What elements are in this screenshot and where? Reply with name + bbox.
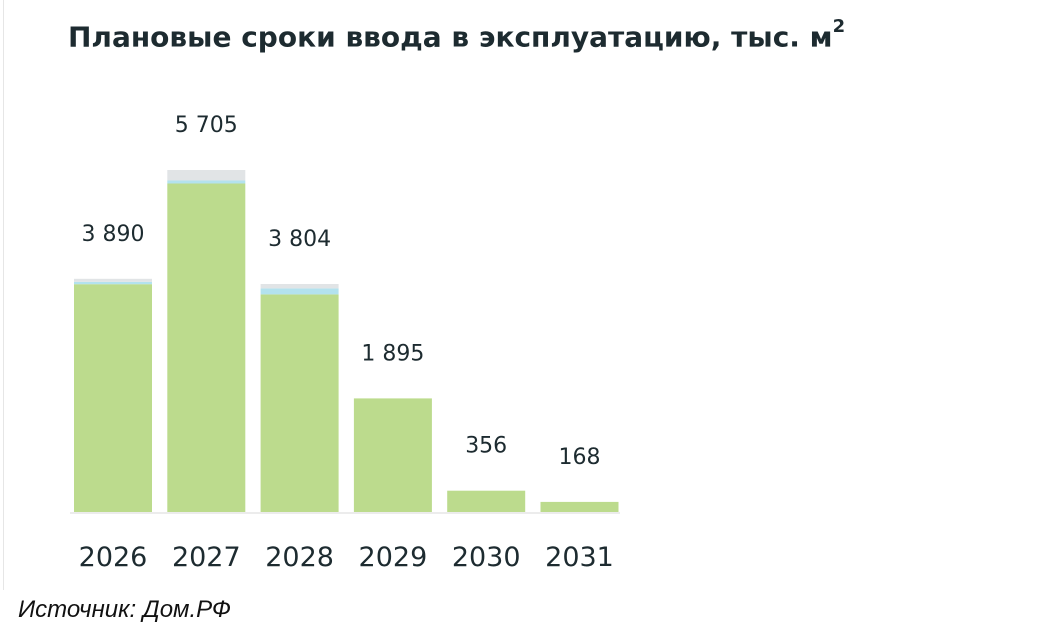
chart-title-text: Плановые сроки ввода в эксплуатацию, тыс… — [68, 20, 833, 54]
value-label-2026: 3 890 — [82, 222, 145, 247]
category-label-2030: 2030 — [452, 542, 521, 573]
bar-2030-main — [447, 490, 526, 512]
bar-2027-blue — [167, 180, 246, 184]
bar-2028-main — [260, 294, 339, 512]
category-label-2027: 2027 — [172, 542, 241, 573]
chart-title: Плановые сроки ввода в эксплуатацию, тыс… — [68, 16, 845, 54]
value-label-2030: 356 — [465, 434, 507, 459]
category-label-2026: 2026 — [79, 542, 148, 573]
bar-2031-main — [540, 501, 619, 512]
value-label-2031: 168 — [559, 445, 601, 470]
bar-2028-gray — [260, 284, 339, 289]
value-labels-group: 3 890 5 705 3 804 1 895 356 168 — [82, 113, 601, 470]
value-label-2027: 5 705 — [175, 113, 238, 138]
left-edge-divider — [3, 0, 4, 590]
bar-2028-blue — [260, 288, 339, 295]
value-label-2028: 3 804 — [268, 227, 331, 252]
source-note: Источник: Дом.РФ — [18, 596, 231, 623]
bars-group — [70, 170, 620, 514]
category-label-2031: 2031 — [545, 542, 614, 573]
bar-2027-gray — [167, 170, 246, 181]
category-label-2028: 2028 — [265, 542, 334, 573]
bar-2027-main — [167, 183, 246, 512]
bar-2026-blue — [74, 281, 152, 285]
bar-2026-gray — [74, 278, 152, 282]
category-label-2029: 2029 — [359, 542, 428, 573]
bar-2026-main — [74, 284, 152, 512]
bar-2029-main — [353, 398, 432, 512]
value-label-2029: 1 895 — [361, 341, 424, 366]
chart-title-superscript: 2 — [832, 16, 846, 37]
category-labels-group: 2026 2027 2028 2029 2030 2031 — [79, 542, 614, 573]
